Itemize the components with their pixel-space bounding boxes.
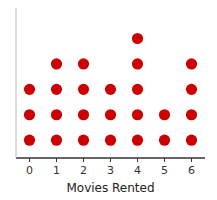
x-tick [191, 158, 192, 162]
dot [78, 109, 89, 120]
x-axis-label: Movies Rented [66, 181, 154, 195]
x-tick-label: 3 [107, 164, 114, 177]
x-tick-label: 0 [26, 164, 33, 177]
dot [105, 109, 116, 120]
x-tick-label: 2 [80, 164, 87, 177]
y-axis-line [16, 8, 17, 158]
dot [24, 109, 35, 120]
dot [132, 84, 143, 95]
dot [186, 84, 197, 95]
dot [186, 58, 197, 69]
dot [51, 135, 62, 146]
x-tick-label: 1 [53, 164, 60, 177]
dot [105, 84, 116, 95]
x-tick-label: 6 [188, 164, 195, 177]
dot [186, 109, 197, 120]
x-tick [137, 158, 138, 162]
x-tick-label: 4 [134, 164, 141, 177]
dot [78, 58, 89, 69]
dot [24, 135, 35, 146]
dot [24, 84, 35, 95]
dots [24, 33, 197, 146]
dot [132, 135, 143, 146]
x-tick [29, 158, 30, 162]
dot [51, 58, 62, 69]
dot [78, 135, 89, 146]
x-tick-label: 5 [161, 164, 168, 177]
dot [51, 84, 62, 95]
chart: 0 1 2 3 4 5 6 Movies Rented [0, 0, 217, 200]
dot [132, 33, 143, 44]
dot [51, 109, 62, 120]
x-tick [83, 158, 84, 162]
x-tick [110, 158, 111, 162]
x-tick [56, 158, 57, 162]
dot [186, 135, 197, 146]
dot [159, 135, 170, 146]
dot [105, 135, 116, 146]
dot [159, 109, 170, 120]
chart-container: 0 1 2 3 4 5 6 Movies Rented [0, 0, 217, 200]
dot [78, 84, 89, 95]
dot [132, 58, 143, 69]
dot [132, 109, 143, 120]
x-tick [164, 158, 165, 162]
